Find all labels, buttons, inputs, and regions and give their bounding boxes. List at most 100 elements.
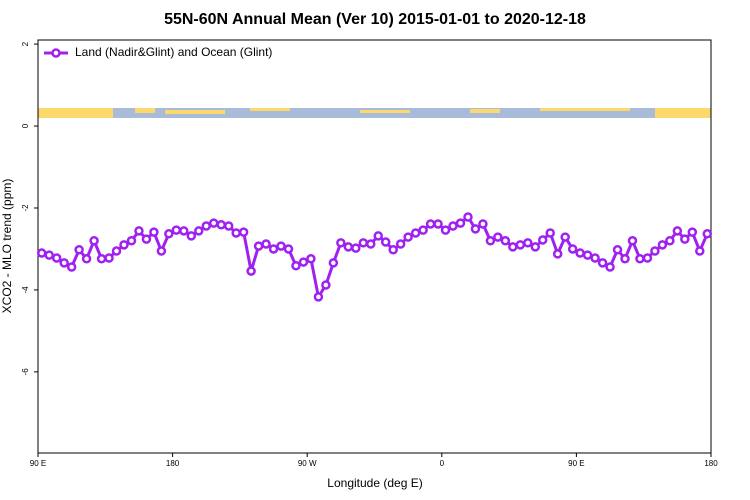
data-point: [44, 250, 54, 260]
data-point: [627, 236, 638, 246]
data-point: [605, 262, 615, 272]
data-point: [66, 262, 77, 272]
map-land: [655, 108, 711, 118]
data-point: [448, 221, 458, 231]
map-land: [38, 108, 113, 118]
data-point: [620, 254, 630, 264]
data-point: [134, 226, 144, 236]
x-tick-label: 90 W: [298, 459, 317, 468]
legend-marker: [51, 48, 61, 58]
data-point: [328, 258, 339, 268]
data-point: [343, 242, 354, 252]
data-point: [104, 253, 114, 263]
data-point: [545, 228, 555, 238]
data-point: [238, 227, 249, 237]
data-point: [149, 227, 159, 237]
data-point: [74, 245, 84, 255]
data-point: [702, 229, 713, 239]
data-point: [351, 243, 361, 253]
data-point: [89, 236, 99, 246]
y-tick-label: -6: [21, 368, 30, 376]
data-point: [194, 226, 204, 236]
data-point: [650, 246, 660, 256]
data-point: [530, 242, 541, 252]
data-point: [306, 254, 316, 264]
data-point: [380, 237, 391, 247]
x-tick-label: 0: [440, 459, 445, 468]
data-point: [485, 236, 496, 246]
data-point: [223, 221, 234, 231]
data-point: [336, 238, 346, 248]
data-point: [298, 257, 309, 267]
data-point: [567, 244, 578, 254]
data-point: [253, 241, 264, 251]
data-point: [665, 236, 675, 246]
data-point: [440, 225, 451, 235]
data-point: [642, 253, 653, 263]
data-point: [216, 220, 226, 230]
data-point: [208, 218, 219, 228]
data-point: [575, 248, 585, 258]
data-point: [523, 238, 533, 248]
map-land: [470, 109, 500, 113]
data-point: [119, 240, 129, 250]
data-point: [410, 228, 421, 238]
data-point: [126, 236, 137, 246]
data-point: [582, 250, 593, 260]
data-point: [201, 221, 211, 231]
chart-title: 55N-60N Annual Mean (Ver 10) 2015-01-01 …: [164, 11, 586, 28]
data-point: [597, 258, 608, 268]
map-strip: [38, 108, 711, 118]
legend-label: Land (Nadir&Glint) and Ocean (Glint): [75, 45, 272, 59]
data-point: [373, 231, 383, 241]
data-point: [51, 253, 62, 263]
plot-frame: [37, 39, 712, 454]
data-point: [366, 239, 376, 249]
data-point: [493, 232, 503, 242]
data-point: [186, 231, 197, 241]
data-point: [687, 227, 698, 237]
map-land: [165, 110, 225, 114]
data-point: [141, 234, 152, 244]
data-point: [590, 253, 600, 263]
data-point: [418, 225, 428, 235]
data-point: [560, 232, 570, 242]
data-point: [433, 219, 443, 229]
data-point: [515, 240, 526, 250]
data-point: [508, 242, 518, 252]
data-point: [403, 232, 413, 242]
map-land: [540, 108, 630, 111]
data-point: [470, 224, 481, 234]
x-tick-label: 180: [166, 459, 180, 468]
data-point: [463, 212, 473, 222]
data-point: [321, 280, 331, 290]
data-point: [657, 240, 668, 250]
y-axis-label: XCO2 - MLO trend (ppm): [0, 179, 14, 314]
y-tick-label: 2: [21, 41, 30, 46]
data-point: [358, 238, 369, 248]
x-tick-label: 90 E: [30, 459, 46, 468]
data-point: [179, 226, 189, 236]
data-point: [500, 236, 511, 246]
x-tick-label: 90 E: [568, 459, 584, 468]
data-point: [111, 246, 122, 256]
map-land: [250, 108, 290, 111]
data-point: [672, 226, 683, 236]
data-point: [388, 245, 398, 255]
data-point: [164, 229, 174, 239]
data-point: [268, 244, 279, 254]
data-point: [283, 244, 294, 254]
y-tick-label: -4: [21, 286, 30, 294]
data-point: [156, 246, 167, 256]
data-point: [478, 219, 488, 229]
data-point: [695, 246, 705, 256]
data-point: [36, 248, 47, 258]
data-point: [81, 254, 92, 264]
data-point: [276, 241, 286, 251]
y-tick-label: 0: [21, 123, 30, 128]
data-point: [96, 254, 107, 264]
y-tick-label: -2: [21, 204, 30, 212]
data-point: [552, 249, 563, 259]
